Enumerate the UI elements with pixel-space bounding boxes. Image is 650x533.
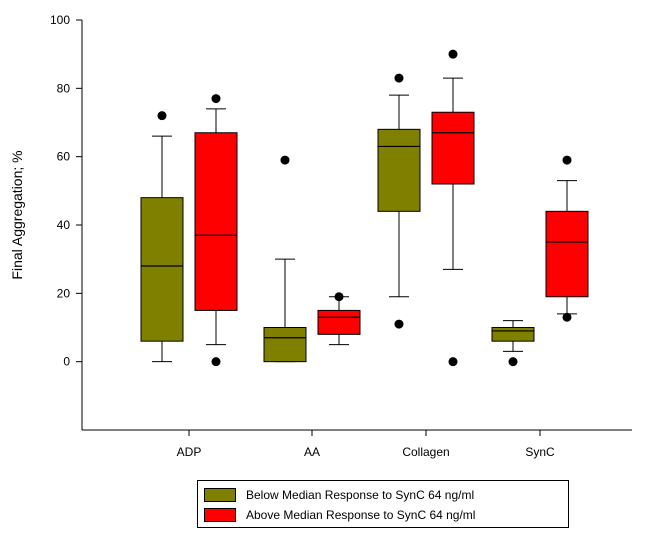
legend-swatch-below-median xyxy=(204,488,236,502)
box-iqr xyxy=(491,327,535,342)
box-iqr xyxy=(140,197,184,342)
box-sync-above xyxy=(545,155,589,322)
x-tick-label: AA xyxy=(304,445,320,459)
legend: Below Median Response to SynC 64 ng/ml A… xyxy=(197,480,569,528)
box-plot-chart: 0 20 40 60 80 100 ADP AA Collagen SynC Final Aggr… xyxy=(9,13,632,459)
y-tick-label: 0 xyxy=(63,355,70,369)
box-iqr xyxy=(377,128,421,212)
outlier-point xyxy=(211,94,221,104)
outlier-point xyxy=(211,357,221,367)
box-collagen-below xyxy=(377,73,421,329)
box-aa-below xyxy=(263,155,307,363)
legend-label-below-median: Below Median Response to SynC 64 ng/ml xyxy=(246,488,475,502)
outlier-point xyxy=(448,49,458,59)
box-collagen-above xyxy=(431,49,475,367)
outlier-point xyxy=(562,155,572,165)
outlier-point xyxy=(334,292,344,302)
y-tick-label: 40 xyxy=(57,218,71,232)
box-sync-below xyxy=(491,320,535,367)
box-iqr xyxy=(431,111,475,185)
legend-item-above-median: Above Median Response to SynC 64 ng/ml xyxy=(204,506,475,524)
outlier-point xyxy=(394,319,404,329)
box-iqr xyxy=(317,309,361,335)
y-tick-label: 100 xyxy=(50,13,70,27)
outlier-point xyxy=(508,357,518,367)
outlier-point xyxy=(280,155,290,165)
y-tick-label: 20 xyxy=(57,286,71,300)
outlier-point xyxy=(157,111,167,121)
y-tick-label: 60 xyxy=(57,150,71,164)
outlier-point xyxy=(448,357,458,367)
box-adp-above xyxy=(194,94,238,367)
box-iqr xyxy=(263,327,307,363)
x-tick-label: SynC xyxy=(525,445,555,459)
axes: 0 20 40 60 80 100 ADP AA Collagen SynC xyxy=(50,13,632,459)
y-axis-label: Final Aggregation; % xyxy=(9,150,25,279)
outlier-point xyxy=(562,312,572,322)
box-iqr xyxy=(545,210,589,298)
x-tick-label: ADP xyxy=(177,445,202,459)
legend-item-below-median: Below Median Response to SynC 64 ng/ml xyxy=(204,486,474,504)
y-tick-label: 80 xyxy=(57,81,71,95)
box-groups xyxy=(140,49,589,367)
box-aa-above xyxy=(317,292,361,346)
box-adp-below xyxy=(140,111,184,363)
x-tick-label: Collagen xyxy=(402,445,449,459)
outlier-point xyxy=(394,73,404,83)
box-iqr xyxy=(194,132,238,311)
legend-swatch-above-median xyxy=(204,508,236,522)
legend-label-above-median: Above Median Response to SynC 64 ng/ml xyxy=(246,508,476,522)
